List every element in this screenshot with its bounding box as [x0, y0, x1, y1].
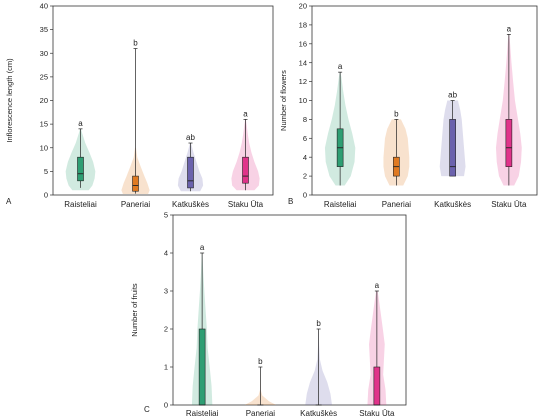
violin-group-3: b Katkuškės: [300, 319, 337, 418]
y-tick-label: 5: [164, 211, 168, 220]
y-tick-label: 5: [44, 167, 48, 176]
y-tick-label: 25: [40, 72, 48, 81]
x-category-label: Raisteliai: [186, 409, 219, 418]
y-tick-label: 3: [164, 287, 168, 296]
iqr-box: [505, 119, 513, 167]
y-tick-label: 12: [299, 77, 307, 86]
plot-frame: [172, 214, 407, 406]
y-tick-label: 2: [303, 172, 307, 181]
y-axis-label: Number of flowers: [279, 70, 288, 131]
y-tick-label: 6: [303, 134, 307, 143]
panel-letter: A: [6, 197, 12, 206]
y-tick-label: 4: [303, 153, 307, 162]
significance-letter: a: [243, 109, 248, 118]
x-category-label: Raisteliai: [64, 200, 97, 209]
significance-letter: a: [375, 281, 380, 290]
violin-group-4: a Staku Ūta: [359, 281, 395, 418]
violin-group-2: b Paneriai: [244, 357, 277, 418]
x-category-label: Paneriai: [246, 409, 276, 418]
violin-group-4: a Staku Ūta: [491, 24, 527, 209]
y-tick-label: 35: [40, 25, 48, 34]
panel-letter: B: [288, 197, 293, 206]
violin-group-4: a Staku Ūta: [228, 109, 264, 209]
x-category-label: Staku Ūta: [359, 409, 395, 418]
iqr-box: [242, 156, 249, 184]
y-tick-label: 20: [299, 2, 307, 11]
significance-letter: ab: [186, 133, 195, 142]
y-tick-label: 30: [40, 49, 48, 58]
x-category-label: Staku Ūta: [228, 200, 264, 209]
significance-letter: a: [338, 62, 343, 71]
y-tick-label: 15: [40, 120, 48, 129]
iqr-box: [187, 156, 194, 189]
violin-group-1: a Raisteliai: [64, 119, 97, 209]
y-tick-label: 0: [303, 191, 307, 200]
y-tick-label: 0: [164, 401, 168, 410]
y-tick-label: 20: [40, 96, 48, 105]
y-axis-label: Number of fruits: [130, 283, 139, 337]
y-tick-label: 10: [299, 96, 307, 105]
iqr-box: [373, 366, 381, 406]
y-tick-label: 1: [164, 363, 168, 372]
y-tick-label: 40: [40, 2, 48, 11]
x-category-label: Raisteliai: [324, 200, 357, 209]
y-tick-label: 14: [299, 58, 307, 67]
significance-letter: b: [258, 357, 263, 366]
x-category-label: Staku Ūta: [491, 200, 527, 209]
chart-panel-c: 0 1 2 3 4 5 Number of fruits Ca Raisteliai b Paner…: [130, 211, 407, 418]
violin-group-1: a Raisteliai: [324, 62, 357, 209]
significance-letter: b: [316, 319, 321, 328]
y-axis-label: Inflorescence length (cm): [5, 58, 14, 143]
chart-panel-a: 0 5 10 15 20 25 30 35 40 Inflorescence length (cm…: [5, 2, 274, 209]
y-tick-label: 4: [164, 249, 168, 258]
violin-group-2: b Paneriai: [382, 109, 412, 209]
y-tick-label: 16: [299, 39, 307, 48]
violin-group-3: ab Katkuškės: [172, 133, 209, 209]
violin-group-2: b Paneriai: [121, 39, 151, 209]
y-tick-label: 18: [299, 21, 307, 30]
iqr-box: [132, 175, 139, 192]
significance-letter: b: [133, 39, 138, 48]
iqr-box: [449, 119, 456, 177]
significance-letter: ab: [448, 91, 457, 100]
x-category-label: Katkuškės: [172, 200, 209, 209]
panel-letter: C: [144, 405, 150, 414]
x-category-label: Paneriai: [121, 200, 151, 209]
iqr-box: [77, 156, 84, 182]
y-tick-label: 2: [164, 325, 168, 334]
significance-letter: b: [394, 109, 399, 118]
x-category-label: Paneriai: [382, 200, 412, 209]
significance-letter: a: [200, 243, 205, 252]
significance-letter: a: [78, 119, 83, 128]
violin-group-1: a Raisteliai: [186, 243, 219, 418]
y-tick-label: 10: [40, 143, 48, 152]
chart-panel-b: 0 2 4 6 8 10 12 14 16 18 20 Number of flowers Ba Rais…: [279, 2, 538, 210]
y-tick-label: 0: [44, 191, 48, 200]
x-category-label: Katkuškės: [300, 409, 337, 418]
x-category-label: Katkuškės: [434, 200, 471, 209]
violin-group-3: ab Katkuškės: [434, 91, 471, 210]
significance-letter: a: [507, 24, 512, 33]
y-tick-label: 8: [303, 115, 307, 124]
iqr-box: [198, 328, 206, 406]
